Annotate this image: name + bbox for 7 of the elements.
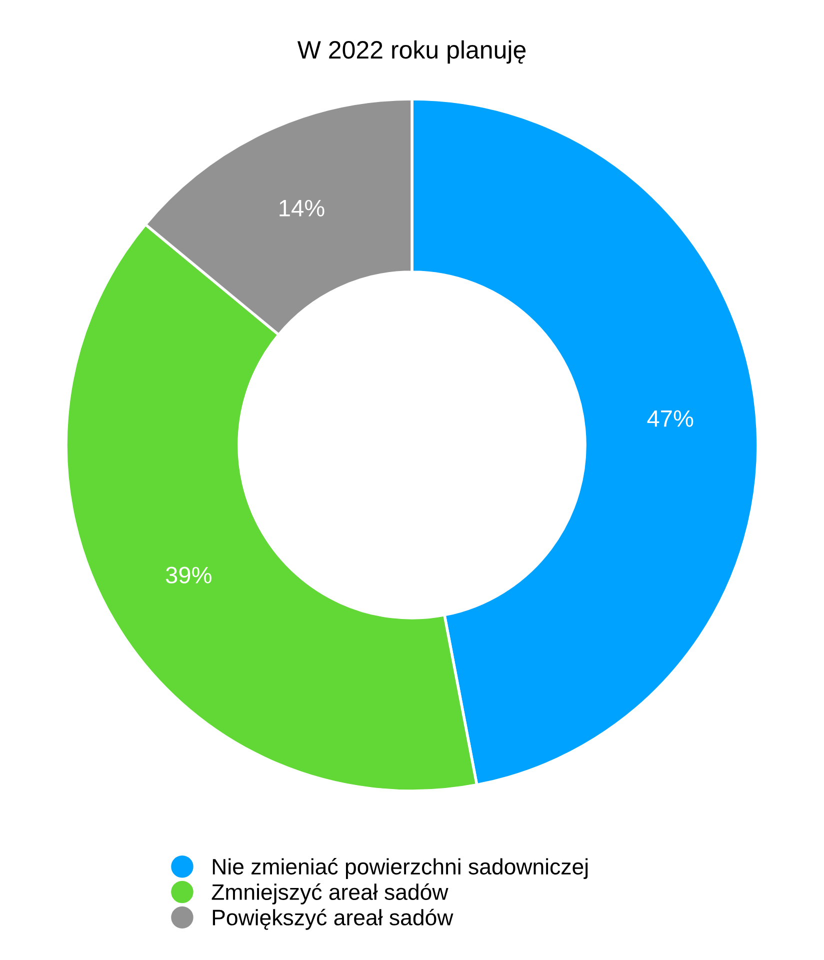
data-label: 39% — [166, 566, 212, 584]
chart-title: W 2022 roku planuję — [297, 40, 526, 64]
legend-label: Nie zmieniać powierzchni sadowniczej — [212, 858, 588, 879]
legend-label: Zmniejszyć areał sadów — [212, 883, 448, 904]
data-label: 47% — [647, 410, 694, 427]
data-label: 14% — [280, 200, 324, 216]
legend-label: Powiększyć areał sadów — [212, 908, 454, 930]
